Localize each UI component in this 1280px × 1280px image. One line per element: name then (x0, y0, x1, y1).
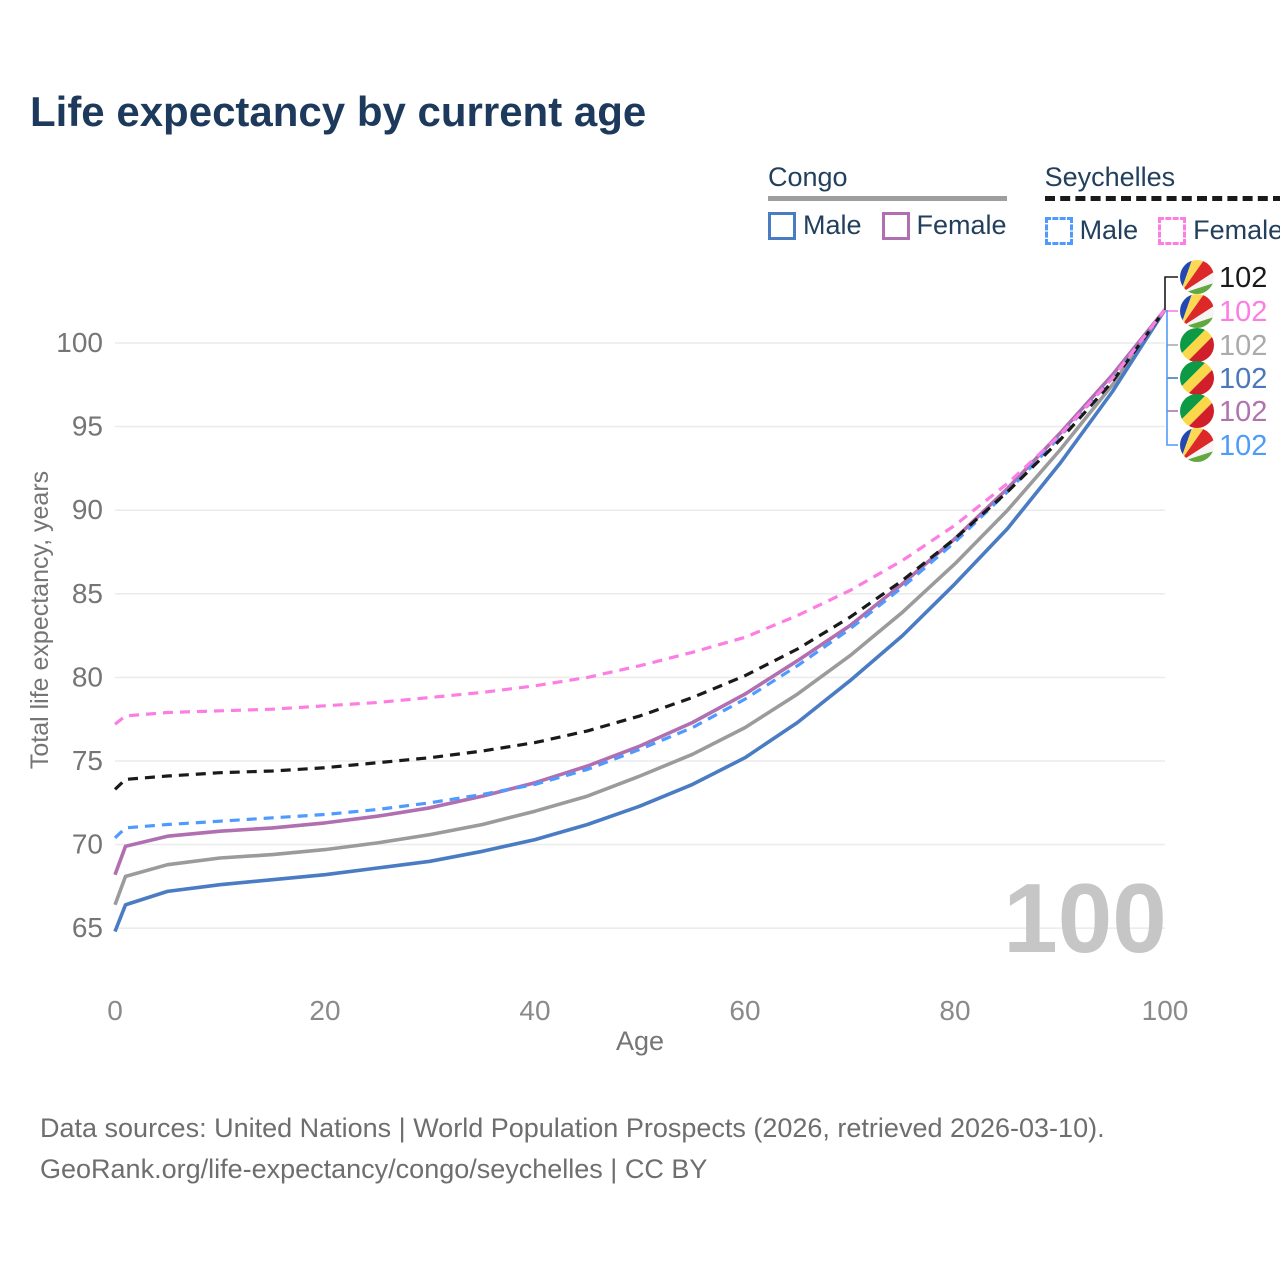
end-label-connector (1164, 276, 1178, 310)
end-value-label: 102 (1219, 330, 1267, 362)
legend-item-label: Male (1079, 215, 1139, 245)
x-tick-label: 60 (729, 995, 760, 1026)
y-tick-label: 65 (72, 912, 103, 943)
y-tick-label: 75 (72, 745, 103, 776)
seychelles-female-swatch-icon (1158, 216, 1187, 245)
legend-seychelles-line-sample (1044, 196, 1280, 206)
congo-flag-icon (1180, 328, 1214, 362)
legend-item-seychelles-male[interactable]: Male (1044, 215, 1139, 246)
congo-female-swatch-icon (881, 211, 910, 240)
seychelles-male-swatch-icon (1044, 216, 1073, 245)
y-tick-label: 85 (72, 578, 103, 609)
year-watermark: 100 (1003, 863, 1167, 973)
y-tick-label: 95 (72, 411, 103, 442)
legend-item-congo-male[interactable]: Male (768, 210, 862, 241)
series-line-congo[interactable] (113, 308, 1167, 906)
page-title: Life expectancy by current age (30, 88, 647, 135)
x-axis-title: Age (616, 1026, 664, 1056)
series-line-congo-female[interactable] (113, 308, 1167, 876)
x-tick-label: 20 (309, 995, 340, 1026)
y-tick-label: 90 (72, 494, 103, 525)
x-tick-label: 100 (1142, 995, 1189, 1026)
legend-group-seychelles: Seychelles Male Female (1044, 162, 1280, 246)
congo-flag-icon (1180, 361, 1214, 395)
series-line-seychelles-male[interactable] (113, 308, 1167, 840)
congo-male-swatch-icon (768, 211, 796, 240)
x-tick-label: 80 (939, 995, 970, 1026)
legend: Congo Male Female Seychelles Male (768, 162, 1280, 246)
end-value-label: 102 (1219, 396, 1267, 428)
legend-congo-line-sample (768, 196, 1007, 201)
x-tick-label: 40 (519, 995, 550, 1026)
legend-group-congo-name[interactable]: Congo (768, 162, 848, 192)
end-value-label: 102 (1219, 262, 1267, 294)
seychelles-flag-icon (1180, 260, 1214, 294)
seychelles-flag-icon (1180, 428, 1214, 462)
legend-item-label: Female (1193, 215, 1280, 245)
legend-group-congo: Congo Male Female (768, 162, 1007, 246)
footer-sources: Data sources: United Nations | World Pop… (40, 1113, 1105, 1143)
footer: Data sources: United Nations | World Pop… (40, 1108, 1105, 1189)
y-tick-label: 80 (72, 661, 103, 692)
legend-group-seychelles-name[interactable]: Seychelles (1044, 162, 1176, 192)
legend-item-seychelles-female[interactable]: Female (1158, 215, 1280, 246)
x-tick-label: 0 (107, 995, 123, 1026)
life-expectancy-chart: 65 70 75 80 85 90 95 100 0 20 40 60 80 100 Age Total li… (26, 240, 1267, 1056)
congo-flag-icon (1180, 394, 1214, 428)
end-label-connector (1166, 310, 1178, 446)
series-line-seychelles[interactable] (113, 308, 1167, 791)
y-tick-label: 70 (72, 829, 103, 860)
legend-item-congo-female[interactable]: Female (881, 210, 1007, 241)
series-line-congo-male[interactable] (113, 308, 1167, 933)
end-value-label: 102 (1219, 363, 1267, 395)
series-line-seychelles-female[interactable] (114, 308, 1167, 726)
seychelles-flag-icon (1180, 294, 1214, 328)
y-tick-label: 100 (56, 327, 103, 358)
footer-link: GeoRank.org/life-expectancy/congo/seyche… (40, 1153, 708, 1184)
end-value-label: 102 (1219, 430, 1267, 462)
end-value-label: 102 (1219, 296, 1267, 328)
legend-item-label: Male (803, 210, 862, 240)
y-axis-title: Total life expectancy, years (26, 471, 54, 769)
legend-item-label: Female (916, 210, 1007, 240)
